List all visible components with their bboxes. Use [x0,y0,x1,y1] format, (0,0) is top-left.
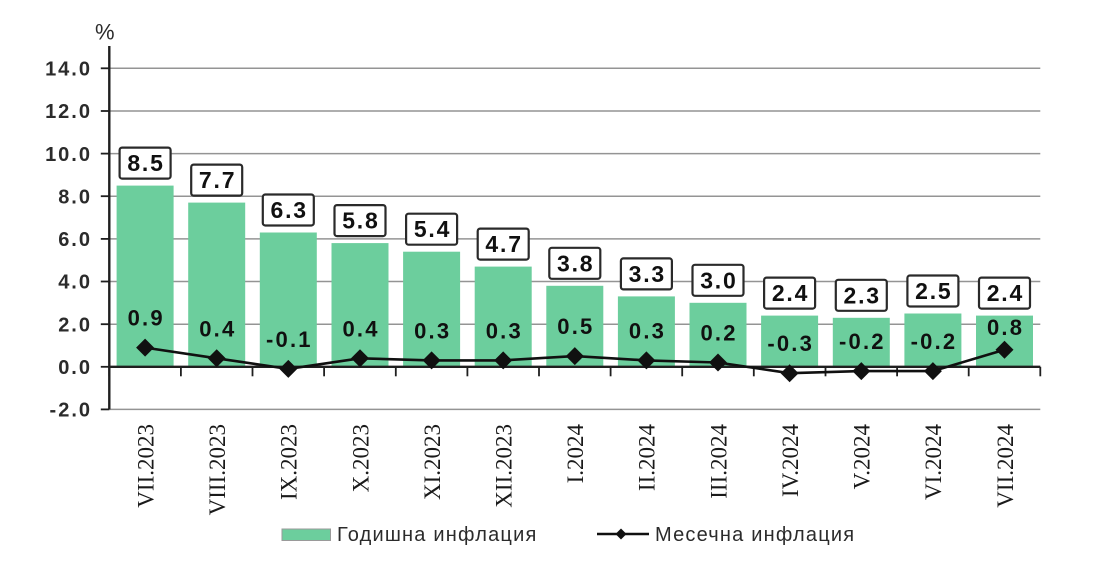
svg-text:X.2023: X.2023 [348,424,373,492]
svg-text:XI.2023: XI.2023 [420,424,445,500]
svg-text:14.0: 14.0 [45,59,92,81]
svg-text:IX.2023: IX.2023 [277,424,302,500]
svg-text:10.0: 10.0 [45,144,92,166]
svg-text:3.0: 3.0 [700,267,737,293]
svg-text:3.8: 3.8 [557,250,594,276]
svg-text:12.0: 12.0 [45,101,92,123]
svg-text:0.9: 0.9 [128,306,165,331]
svg-text:4.0: 4.0 [58,272,92,294]
svg-text:I.2024: I.2024 [563,424,588,484]
svg-text:-2.0: -2.0 [50,400,92,422]
svg-text:3.3: 3.3 [629,261,666,287]
svg-text:8.5: 8.5 [127,150,164,176]
svg-text:5.8: 5.8 [342,208,379,234]
svg-text:Годишна инфлация: Годишна инфлация [337,524,537,546]
svg-text:-0.2: -0.2 [911,329,958,354]
svg-text:-0.1: -0.1 [266,327,313,352]
svg-text:V.2024: V.2024 [850,424,875,490]
svg-text:2.3: 2.3 [844,282,881,308]
svg-text:0.4: 0.4 [199,316,236,341]
svg-text:2.5: 2.5 [915,278,952,304]
svg-text:6.3: 6.3 [271,197,308,223]
svg-text:0.8: 0.8 [987,315,1024,340]
svg-text:III.2024: III.2024 [706,424,731,499]
svg-text:8.0: 8.0 [58,186,92,208]
svg-text:-0.3: -0.3 [767,331,814,356]
svg-text:IV.2024: IV.2024 [778,424,803,498]
svg-text:0.0: 0.0 [58,357,92,379]
svg-text:VII.2023: VII.2023 [133,424,158,508]
svg-text:0.4: 0.4 [343,316,380,341]
svg-text:2.0: 2.0 [58,314,92,336]
svg-text:7.7: 7.7 [199,167,236,193]
svg-text:-0.2: -0.2 [839,329,886,354]
svg-text:2.4: 2.4 [772,280,809,306]
svg-text:Месечна инфлация: Месечна инфлация [655,524,855,546]
svg-text:VI.2024: VI.2024 [921,424,946,501]
svg-text:%: % [95,20,115,45]
svg-text:VII.2024: VII.2024 [993,424,1018,508]
svg-text:VIII.2023: VIII.2023 [205,424,230,515]
svg-text:XII.2023: XII.2023 [491,424,516,508]
svg-text:5.4: 5.4 [414,216,451,242]
svg-text:0.2: 0.2 [701,321,738,346]
svg-text:4.7: 4.7 [485,231,522,257]
svg-text:0.3: 0.3 [414,318,451,343]
svg-text:0.3: 0.3 [629,318,666,343]
svg-text:0.3: 0.3 [486,318,523,343]
svg-text:6.0: 6.0 [58,229,92,251]
svg-text:0.5: 0.5 [557,314,594,339]
svg-text:2.4: 2.4 [987,280,1024,306]
svg-text:II.2024: II.2024 [635,424,660,492]
